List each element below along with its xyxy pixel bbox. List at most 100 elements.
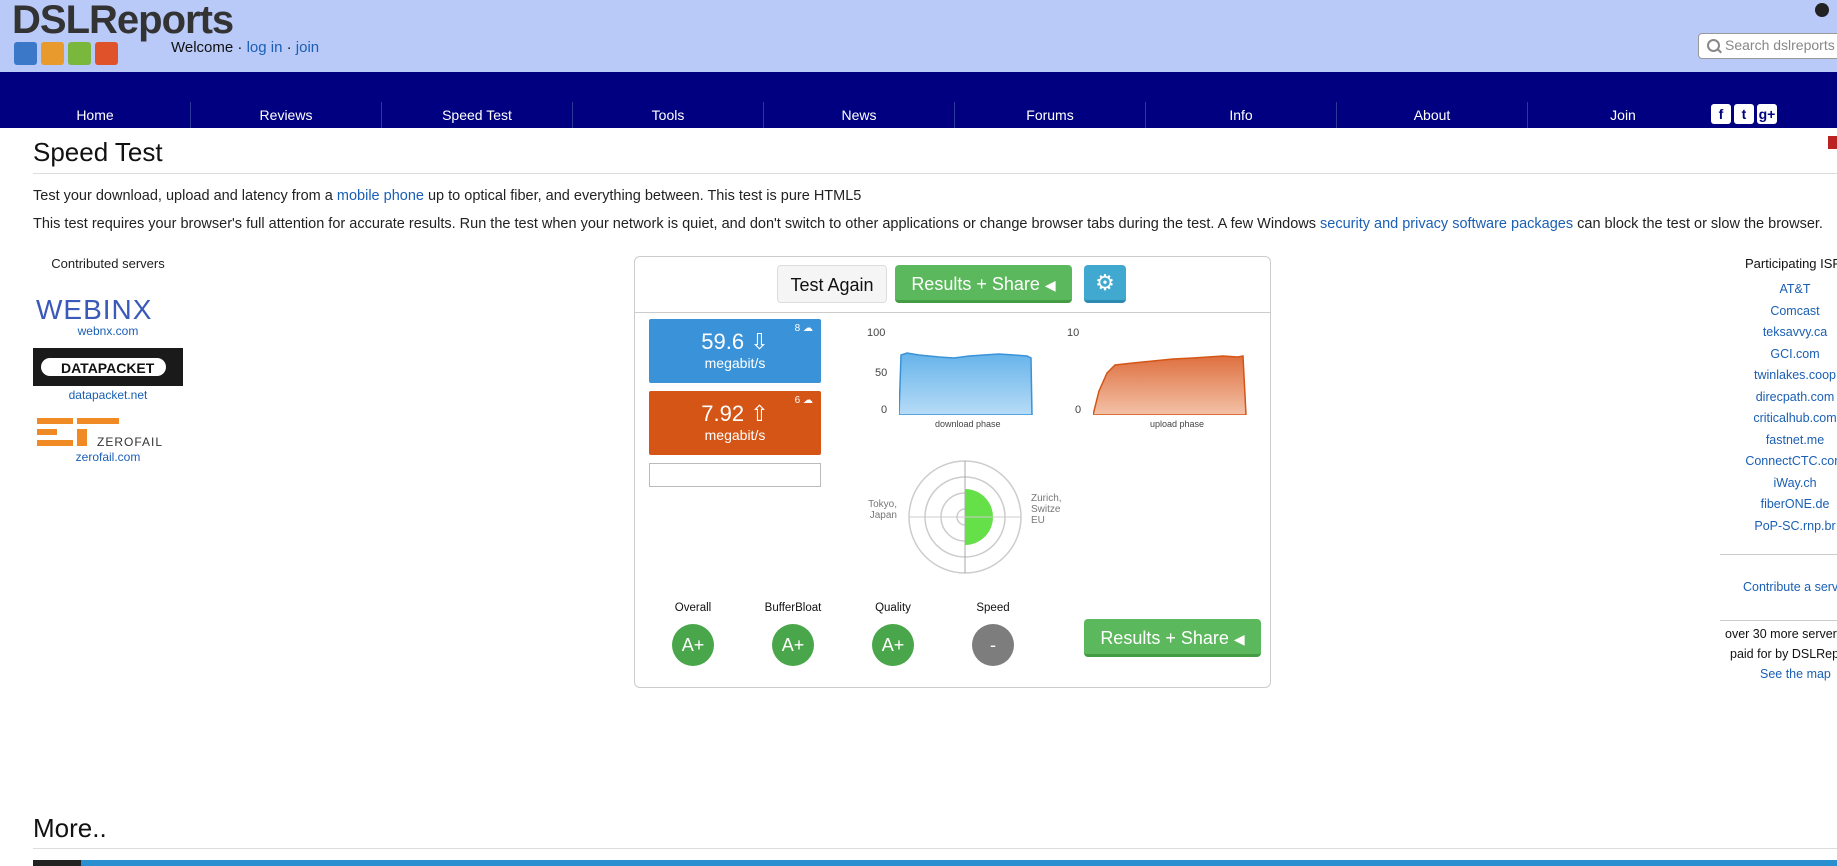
webnx-logo[interactable]: WEBINX: [33, 288, 183, 326]
zerofail-logo[interactable]: ZEROFAIL: [33, 412, 183, 450]
join-link[interactable]: join: [295, 39, 320, 56]
divider: [1720, 554, 1837, 555]
antenna-icon: [68, 42, 91, 65]
grade-label-speed: Speed: [976, 602, 1010, 614]
separator: ·: [286, 39, 292, 56]
download-result: 8 ☁ 59.6 ⇩ megabit/s: [649, 319, 821, 383]
see-map-link[interactable]: See the map: [1760, 667, 1831, 681]
download-phase-label: download phase: [935, 419, 1001, 429]
zerofail-logo-text: ZEROFAIL: [97, 435, 163, 449]
isp-link[interactable]: direcpath.com: [1755, 390, 1835, 404]
isp-link[interactable]: PoP-SC.rnp.br: [1754, 519, 1836, 533]
radar-left-label: Tokyo, Japan: [859, 499, 897, 521]
nav-speed-test[interactable]: Speed Test: [382, 102, 573, 128]
intro-part: up to optical fiber, and everything betw…: [423, 188, 862, 204]
radar-right-line: Zurich,: [1031, 493, 1062, 504]
upload-phase-label: upload phase: [1150, 419, 1205, 429]
logo-icons: [14, 42, 118, 65]
wireless-icon: [41, 42, 64, 65]
upload-unit: megabit/s: [704, 427, 766, 443]
isp-link[interactable]: teksavvy.ca: [1762, 325, 1828, 339]
search-input[interactable]: Search dslreports: [1698, 33, 1837, 59]
social-links: f t g+: [1711, 104, 1777, 124]
main-nav: Home Reviews Speed Test Tools News Forum…: [0, 72, 1837, 128]
results-share-button-bottom[interactable]: Results + Share ◀: [1084, 619, 1261, 657]
server-link-webnx[interactable]: webnx.com: [77, 324, 139, 338]
login-link[interactable]: log in: [246, 39, 283, 56]
grade-label-overall: Overall: [674, 602, 712, 614]
gear-icon: ⚙: [1095, 270, 1115, 295]
download-icon: ⇩: [750, 329, 769, 354]
datapacket-logo[interactable]: DATAPACKET: [33, 348, 183, 386]
radar-left-line: Tokyo,: [868, 499, 897, 510]
upload-phase-chart: [1093, 355, 1247, 415]
download-value: 59.6: [701, 329, 745, 354]
home-icon: [95, 42, 118, 65]
grade-overall[interactable]: A+: [672, 624, 714, 666]
upload-streams: 6 ☁: [795, 395, 813, 406]
grade-bufferbloat[interactable]: A+: [772, 624, 814, 666]
isp-link[interactable]: AT&T: [1779, 282, 1811, 296]
bottom-tab-bar: [33, 860, 1837, 866]
isp-link[interactable]: twinlakes.coop: [1754, 368, 1836, 382]
isp-link[interactable]: iWay.ch: [1773, 476, 1817, 490]
divider: [33, 848, 1837, 849]
isp-link[interactable]: fiberONE.de: [1760, 497, 1830, 511]
settings-button[interactable]: ⚙: [1084, 265, 1126, 303]
nav-home[interactable]: Home: [0, 102, 191, 128]
nav-forums[interactable]: Forums: [955, 102, 1146, 128]
results-share-label: Results + Share: [911, 274, 1040, 294]
nav-news[interactable]: News: [764, 102, 955, 128]
nav-join[interactable]: Join: [1610, 107, 1636, 123]
download-streams: 8 ☁: [795, 323, 813, 334]
divider: [1720, 620, 1837, 621]
page-title: Speed Test: [33, 137, 163, 167]
results-share-button[interactable]: Results + Share ◀: [895, 265, 1072, 303]
isp-link[interactable]: Comcast: [1770, 304, 1820, 318]
isp-link[interactable]: GCI.com: [1770, 347, 1820, 361]
phone-icon: [14, 42, 37, 65]
download-streams-count: 8: [794, 323, 801, 334]
grade-label-bufferbloat: BufferBloat: [764, 602, 822, 614]
divider: [635, 312, 1270, 313]
latency-radar: [908, 460, 1022, 574]
radar-left-line: Japan: [869, 510, 897, 521]
server-link-zerofail[interactable]: zerofail.com: [75, 450, 141, 464]
twitter-icon[interactable]: t: [1734, 104, 1754, 124]
share-icon: ◀: [1233, 631, 1245, 647]
isp-link[interactable]: fastnet.me: [1765, 433, 1825, 447]
speedtest-panel: Test Again Results + Share ◀ ⚙ 8 ☁ 59.6 …: [634, 256, 1271, 688]
google-plus-icon[interactable]: g+: [1757, 104, 1777, 124]
divider: [33, 173, 1837, 174]
mobile-phone-link[interactable]: mobile phone: [336, 188, 424, 204]
security-software-link[interactable]: security and privacy software packages: [1320, 216, 1574, 232]
radar-right-label: Zurich, Switze EU: [1031, 493, 1062, 526]
contribute-server-link[interactable]: Contribute a server: [1743, 580, 1837, 594]
upload-value: 7.92: [701, 401, 745, 426]
site-logo[interactable]: DSLReports: [12, 0, 234, 42]
upload-icon: ⇧: [750, 401, 769, 426]
server-link-datapacket[interactable]: datapacket.net: [68, 388, 148, 402]
bottom-tab-active[interactable]: [33, 860, 81, 866]
results-share-label: Results + Share: [1100, 628, 1229, 648]
test-again-button[interactable]: Test Again: [777, 265, 887, 303]
site-header: DSLReports Welcome · log in · join Searc…: [0, 0, 1837, 72]
flag-icon[interactable]: [1828, 136, 1837, 149]
grade-speed[interactable]: -: [972, 624, 1014, 666]
search-icon: [1707, 39, 1720, 52]
isps-heading: Participating ISPs: [1745, 256, 1837, 271]
more-heading: More..: [33, 813, 107, 843]
nav-info[interactable]: Info: [1146, 102, 1337, 128]
more-servers-text: over 30 more servers: [1725, 627, 1837, 641]
grade-quality[interactable]: A+: [872, 624, 914, 666]
note-part: can block the test or slow the browser.: [1573, 216, 1823, 232]
isp-link[interactable]: ConnectCTC.com: [1745, 454, 1837, 468]
isp-link[interactable]: criticalhub.com: [1753, 411, 1837, 425]
grade-label-quality: Quality: [875, 602, 911, 614]
facebook-icon[interactable]: f: [1711, 104, 1731, 124]
nav-reviews[interactable]: Reviews: [191, 102, 382, 128]
nav-tools[interactable]: Tools: [573, 102, 764, 128]
nav-about[interactable]: About: [1337, 102, 1528, 128]
datapacket-logo-text: DATAPACKET: [61, 360, 155, 376]
cloud-icon: ☁: [803, 395, 813, 406]
